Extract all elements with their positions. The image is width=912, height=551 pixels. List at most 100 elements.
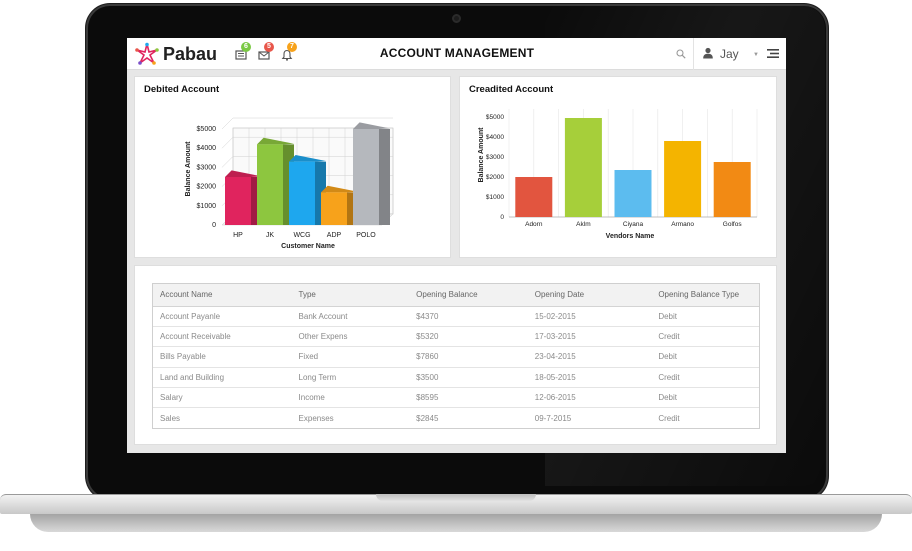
page-title: ACCOUNT MANAGEMENT — [379, 46, 535, 60]
table-cell: $5320 — [409, 326, 528, 348]
debited-account-panel: Debited Account 0 $1000 $2000 $3000 $4000 $50… — [134, 76, 451, 258]
mail-icon — [258, 51, 270, 60]
x-tick-label: Aklm — [576, 221, 590, 228]
table-row[interactable]: Land and Building Long Term $3500 18-05-201… — [153, 367, 759, 389]
table-cell: Credit — [651, 367, 759, 389]
bar-hp — [225, 177, 251, 225]
bar-top — [353, 122, 390, 129]
brand-name: Pabau — [163, 44, 218, 64]
table-cell: 09-7-2015 — [534, 413, 572, 423]
debited-account-chart: 0 $1000 $2000 $3000 $4000 $5000 HP JK WCG ADP POLO… — [185, 117, 394, 250]
bar-armano — [664, 141, 702, 217]
user-menu[interactable]: Jay — [720, 47, 739, 61]
grid-line — [221, 117, 234, 130]
x-tick-label: ADP — [327, 232, 342, 239]
table-cell: Account Receivable — [153, 326, 292, 348]
credited-account-chart: 0 $1000 $2000 $3000 $4000 $5000 Adorn Aklm Ciyan… — [478, 109, 758, 240]
table-cell: 12-06-2015 — [527, 387, 652, 409]
x-tick-label: POLO — [356, 232, 376, 239]
accounts-table: Account Name Type Opening Balance Opening D… — [152, 283, 760, 429]
table-cell: Sales — [160, 413, 181, 423]
x-axis-title: Customer Name — [281, 243, 335, 250]
table-cell: 17-03-2015 — [527, 326, 652, 348]
grid-line — [221, 156, 234, 168]
bar-ciyana — [614, 170, 652, 217]
bar-adp — [321, 192, 347, 225]
column-header[interactable]: Opening Balance — [409, 284, 528, 307]
user-icon — [703, 47, 713, 59]
x-tick-label: Golfos — [723, 221, 743, 228]
y-tick-label: $5000 — [486, 114, 504, 121]
alerts-count-badge: 7 — [287, 42, 297, 52]
laptop-base-bottom — [30, 514, 882, 532]
bar-wcg — [289, 161, 315, 225]
y-axis-title: Balance Amount — [185, 141, 192, 197]
bar-polo — [353, 129, 379, 225]
divider — [693, 38, 694, 70]
table-cell: Long Term — [291, 367, 410, 389]
column-header[interactable]: Type — [291, 284, 410, 307]
webcam — [452, 14, 461, 23]
y-tick-label: $4000 — [486, 134, 504, 141]
column-header[interactable]: Account Name — [153, 284, 292, 307]
table-cell: Expenses — [298, 413, 334, 423]
messages-notification[interactable]: 5 — [258, 42, 274, 60]
bar-adorn — [515, 177, 553, 217]
table-cell: 23-04-2015 — [527, 346, 652, 368]
table-cell: Account Payanle — [153, 306, 292, 327]
bar-jk — [257, 144, 283, 225]
y-tick-label: $1000 — [486, 194, 504, 201]
y-tick-label: $4000 — [197, 145, 217, 152]
laptop-base-notch — [376, 494, 536, 501]
chevron-down-icon[interactable]: ▼ — [753, 52, 759, 58]
tasks-count-badge: 6 — [241, 42, 251, 52]
table-header-row: Account Name Type Opening Balance Opening D… — [153, 284, 759, 307]
y-tick-label: 0 — [500, 214, 504, 221]
table-row[interactable]: Account Receivable Other Expens $5320 17-03… — [153, 326, 759, 348]
table-cell: Debit — [651, 346, 759, 368]
table-cell: Salary — [153, 387, 292, 409]
brand-logo[interactable]: Pabau — [135, 42, 285, 66]
x-tick-label: Adorn — [525, 221, 543, 228]
table-cell: Bank Account — [291, 306, 410, 327]
search-icon[interactable] — [676, 49, 686, 59]
y-tick-label: $5000 — [197, 126, 217, 133]
list-icon — [235, 50, 247, 60]
table-cell: Income — [291, 387, 410, 409]
table-cell: Debit — [651, 306, 759, 327]
alerts-notification[interactable]: 7 — [281, 42, 297, 61]
bar-top — [225, 170, 262, 177]
y-tick-label: $3000 — [486, 154, 504, 161]
y-tick-label: $3000 — [197, 164, 217, 171]
menu-icon[interactable] — [767, 48, 779, 59]
x-tick-label: WCG — [293, 232, 310, 239]
table-cell: 18-05-2015 — [527, 367, 652, 389]
bar-side — [379, 129, 390, 225]
table-row[interactable]: Sales Expenses $2845 09-7-2015 Credit — [153, 408, 759, 428]
tasks-notification[interactable]: 6 — [235, 42, 251, 60]
x-axis-title: Vendors Name — [606, 233, 655, 240]
y-tick-label: $2000 — [197, 184, 217, 191]
messages-count-badge: 5 — [264, 42, 274, 52]
panel-title: Debited Account — [144, 84, 220, 95]
top-navbar: Pabau 6 5 7 ACCOUNT MANAGEMENT — [127, 38, 786, 70]
x-tick-label: HP — [233, 232, 243, 239]
accounts-table-panel: Account Name Type Opening Balance Opening D… — [134, 265, 777, 445]
table-row[interactable]: Bills Payable Fixed $7860 23-04-2015 Debit — [153, 346, 759, 368]
table-cell: Land and Building — [153, 367, 292, 389]
table-cell: $7860 — [409, 346, 528, 368]
bar-top — [321, 185, 358, 193]
table-cell: $3500 — [409, 367, 528, 389]
x-tick-label: Ciyana — [623, 221, 644, 228]
table-cell: $8595 — [409, 387, 528, 409]
y-tick-label: $2000 — [486, 174, 504, 181]
panel-title: Creadited Account — [469, 84, 554, 95]
column-header[interactable]: Opening Date — [527, 284, 652, 307]
column-header[interactable]: Opening Balance Type — [651, 284, 759, 307]
table-cell: Credit — [658, 413, 680, 423]
table-cell: Fixed — [291, 346, 410, 368]
table-row[interactable]: Account Payanle Bank Account $4370 15-02-20… — [153, 306, 759, 327]
table-row[interactable]: Salary Income $8595 12-06-2015 Debit — [153, 387, 759, 409]
table-cell: Other Expens — [291, 326, 410, 348]
table-cell: 15-02-2015 — [527, 306, 652, 327]
